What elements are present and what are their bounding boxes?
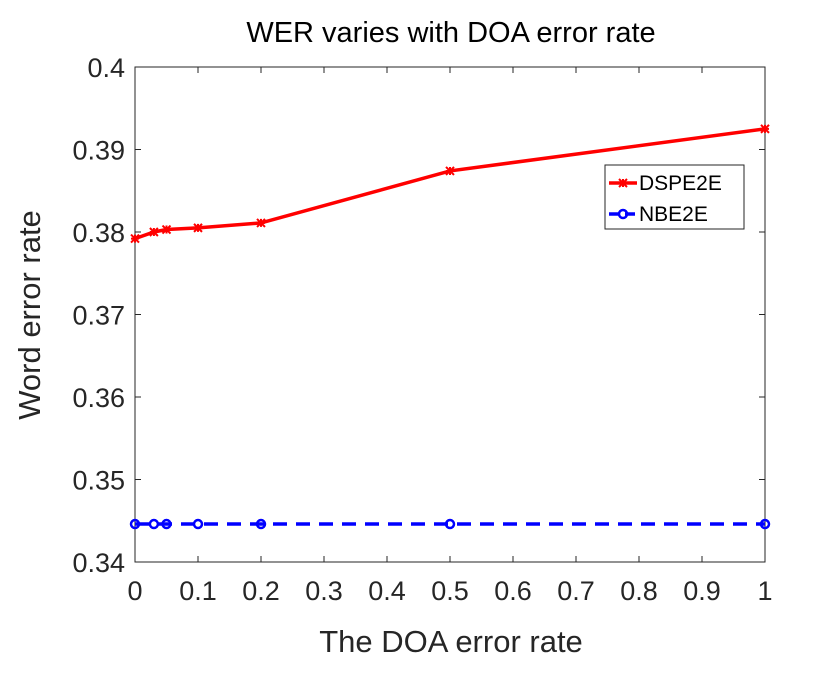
series-nbe2e [129,518,771,530]
x-tick-label: 0.4 [368,576,406,606]
x-axis-label: The DOA error rate [319,624,583,659]
data-point [760,124,770,134]
data-point [445,166,455,176]
legend-item-nbe2e: NBE2E [609,203,708,226]
data-point [161,224,172,235]
legend-marker [617,208,629,220]
y-tick-label: 0.34 [72,548,125,578]
data-point [129,518,141,530]
x-tick-label: 0.5 [431,576,469,606]
y-axis-label: Word error rate [12,210,47,420]
y-tick-label: 0.37 [72,301,125,331]
x-tick-label: 0.6 [494,576,532,606]
x-tick-label: 0.7 [557,576,595,606]
legend: DSPE2E NBE2E [604,164,745,230]
legend-box [604,164,745,230]
x-tick-label: 0.8 [620,576,658,606]
legend-label: DSPE2E [639,172,722,195]
data-point [161,518,172,530]
x-tick-label: 0 [127,576,142,606]
data-point [193,223,203,233]
y-tick-label: 0.35 [72,466,125,496]
x-tick-label: 1 [757,576,772,606]
x-tick-label: 0.3 [305,576,343,606]
legend-marker [618,178,628,188]
y-tick-label: 0.4 [87,53,125,83]
series-dspe2e [130,124,770,244]
y-tick-label: 0.36 [72,383,125,413]
data-point [192,518,204,530]
data-point [256,218,266,228]
chart-title: WER varies with DOA error rate [246,17,655,49]
data-point [130,233,140,244]
data-point [444,518,456,530]
x-tick-label: 0.2 [242,576,280,606]
x-tick-label: 0.9 [683,576,721,606]
data-point [148,518,160,530]
data-point [149,227,159,237]
data-point [759,518,771,530]
x-tick-label: 0.1 [179,576,217,606]
y-tick-label: 0.38 [72,218,125,248]
data-point [255,518,267,530]
y-tick-label: 0.39 [72,136,125,166]
legend-item-dspe2e: DSPE2E [609,172,722,195]
plot-area [134,66,766,563]
legend-label: NBE2E [639,203,708,226]
